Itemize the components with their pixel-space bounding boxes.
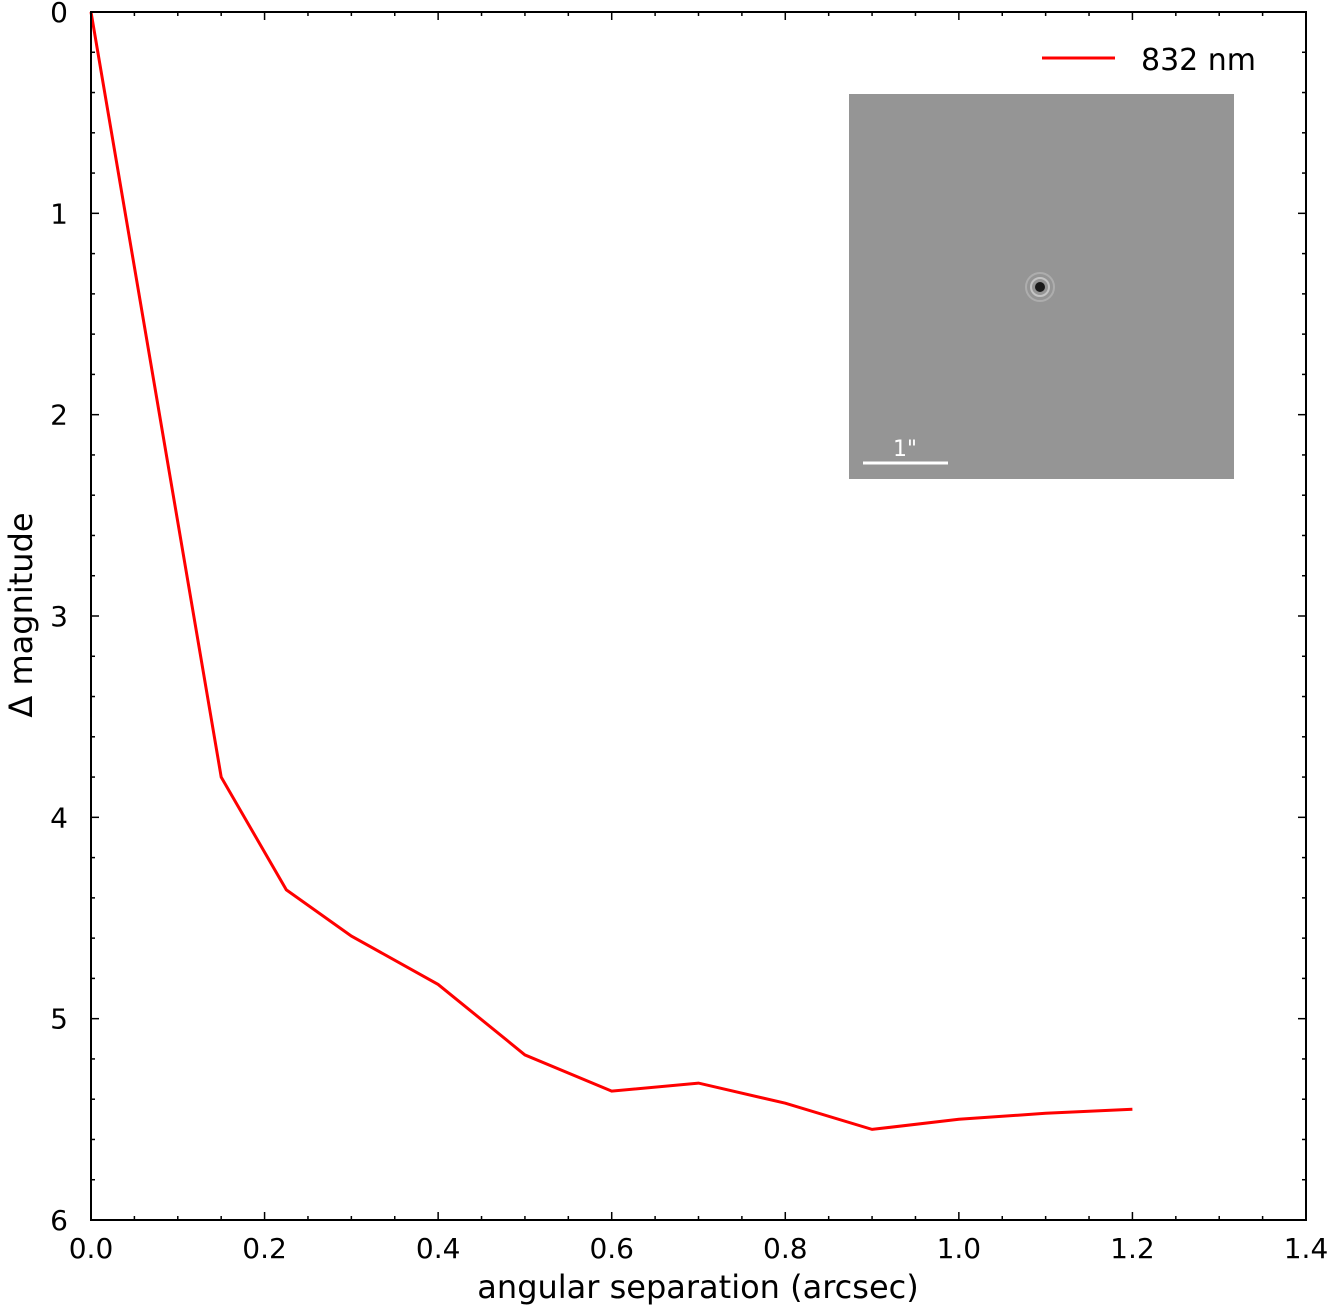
x-tick-label: 1.2 [1110,1232,1155,1265]
x-tick-label: 1.4 [1284,1232,1329,1265]
x-tick-label: 0.8 [763,1232,808,1265]
data-line-832nm [89,11,1133,1131]
y-tick-label: 1 [50,197,68,230]
inset-star-ring [1025,272,1055,302]
legend-label: 832 nm [1141,43,1256,78]
x-axis-label: angular separation (arcsec) [477,1268,918,1306]
tick-labels: 0.0 0.2 0.4 0.6 0.8 1.0 1.2 1.4 0 1 2 3 4 5 6 [50,0,1328,1265]
y-tick-label: 2 [50,399,68,432]
inset-image: 1" [849,94,1234,479]
y-tick-label: 3 [50,600,68,633]
y-tick-label: 5 [50,1003,68,1036]
y-tick-label: 6 [50,1204,68,1237]
y-tick-label: 4 [50,801,68,834]
legend: 832 nm [1042,43,1256,78]
x-tick-label: 1.0 [937,1232,982,1265]
y-tick-label: 0 [50,0,68,29]
axis-ticks [90,11,1307,1221]
inset-star [1035,282,1045,292]
x-tick-label: 0.6 [589,1232,634,1265]
x-tick-label: 0.4 [416,1232,461,1265]
scale-bar-label: 1" [893,437,917,462]
y-axis-label: Δ magnitude [2,512,40,717]
x-tick-label: 0.2 [242,1232,287,1265]
x-tick-label: 0.0 [69,1232,114,1265]
